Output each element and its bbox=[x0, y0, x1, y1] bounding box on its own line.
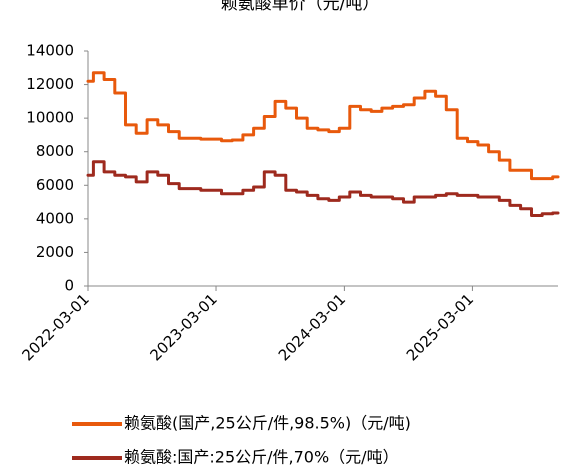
legend-label-1: 赖氨酸(国产,25公斤/件,98.5%)（元/吨) bbox=[124, 414, 411, 433]
y-tick-label: 0 bbox=[64, 277, 74, 295]
y-tick-label: 10000 bbox=[26, 109, 74, 127]
x-tick-label: 2025-03-01 bbox=[403, 290, 477, 364]
x-axis: 2022-03-01 2023-03-01 2024-03-01 2025-03-01 bbox=[18, 285, 558, 364]
y-tick-label: 6000 bbox=[36, 176, 74, 194]
y-tick-label: 8000 bbox=[36, 142, 74, 160]
legend: 赖氨酸(国产,25公斤/件,98.5%)（元/吨) 赖氨酸:国产:25公斤/件,7… bbox=[72, 414, 411, 467]
x-tick-label: 2024-03-01 bbox=[275, 290, 349, 364]
series-line-1 bbox=[86, 71, 560, 181]
series-line-2 bbox=[86, 160, 560, 217]
y-tick-label: 12000 bbox=[26, 75, 74, 93]
y-tick-label: 14000 bbox=[26, 42, 74, 60]
y-tick-label: 2000 bbox=[36, 243, 74, 261]
y-axis: 0 2000 4000 6000 8000 10000 12000 14000 bbox=[26, 42, 89, 295]
series-layer bbox=[86, 71, 560, 217]
chart-title: 赖氨酸单价（元/吨） bbox=[221, 0, 380, 14]
legend-label-2: 赖氨酸:国产:25公斤/件,70%（元/吨） bbox=[124, 448, 399, 467]
y-tick-label: 4000 bbox=[36, 209, 74, 227]
x-tick-label: 2023-03-01 bbox=[146, 290, 220, 364]
x-tick-label: 2022-03-01 bbox=[18, 290, 92, 364]
